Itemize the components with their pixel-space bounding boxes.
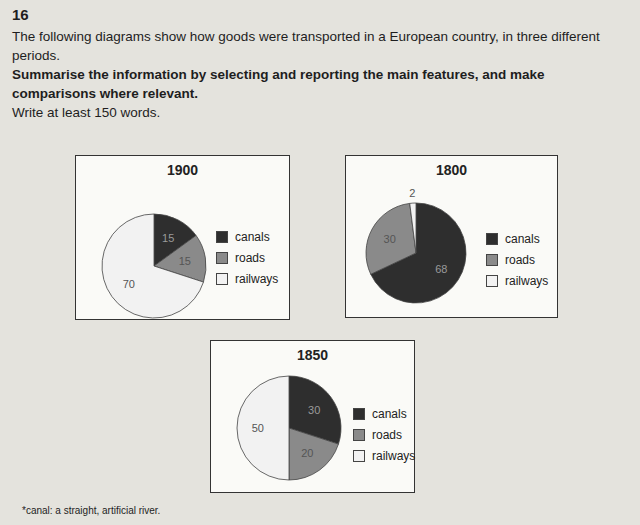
html-text:Write at least 150 words.: Write at least 150 words.	[12, 105, 161, 120]
html-text:railways: railways	[235, 271, 279, 286]
svg-text:68: 68	[435, 263, 447, 275]
svg-text:2: 2	[409, 187, 415, 199]
svg-text:20: 20	[301, 447, 313, 459]
svg-text:15: 15	[179, 255, 191, 267]
svg-text:50: 50	[252, 422, 264, 434]
html-text:*canal: a straight, artificial: *canal: a straight, artificial river.	[22, 505, 161, 516]
html-text:railways: railways	[372, 448, 416, 463]
html-text:16: 16	[12, 6, 29, 23]
html-text:canals: canals	[372, 406, 407, 421]
html-text:canals: canals	[505, 231, 540, 246]
html-text:roads: roads	[505, 252, 535, 267]
html-text:1800: 1800	[435, 162, 468, 178]
html-text:roads: roads	[235, 250, 265, 265]
html-text:1850: 1850	[296, 347, 329, 363]
html-text:1900: 1900	[166, 162, 199, 178]
svg-text:30: 30	[384, 233, 396, 245]
html-text:roads: roads	[372, 427, 402, 442]
svg-text:15: 15	[162, 232, 174, 244]
svg-text:70: 70	[123, 278, 135, 290]
html-text:railways: railways	[505, 273, 549, 288]
svg-text:30: 30	[308, 404, 320, 416]
html-text:Summarise the information by s: Summarise the information by selecting a…	[12, 67, 545, 101]
html-text:The following diagrams show ho: The following diagrams show how goods we…	[12, 29, 600, 63]
html-text:canals: canals	[235, 229, 270, 244]
